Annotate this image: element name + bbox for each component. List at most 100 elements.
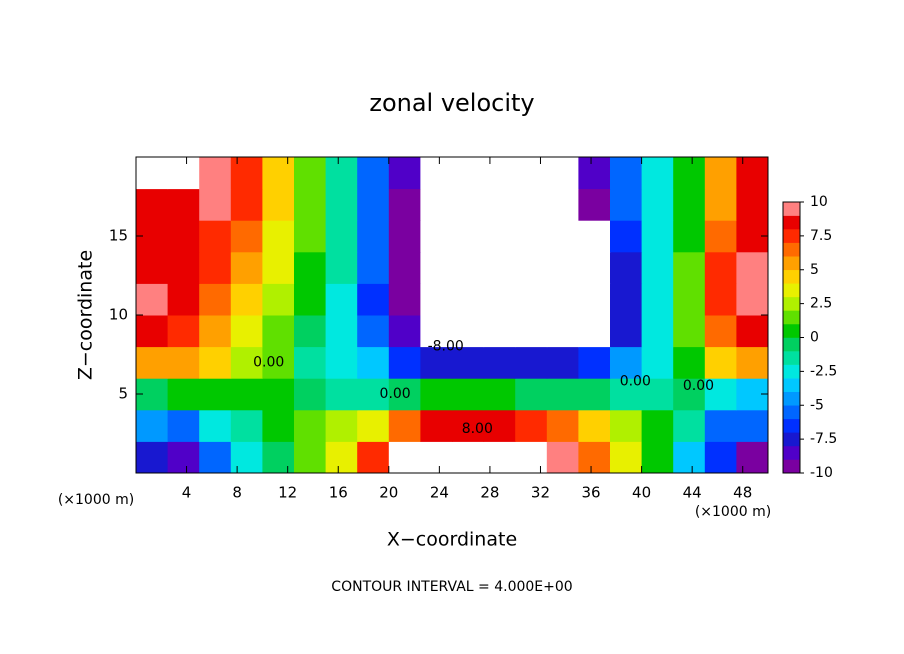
cell (673, 409, 706, 442)
cell (610, 220, 643, 253)
cell (515, 315, 548, 348)
cell (167, 315, 200, 348)
cell (610, 378, 643, 411)
colorbar-tick-label: -5 (810, 397, 824, 413)
colorbar-band (783, 283, 800, 298)
cell (452, 346, 485, 379)
cell (388, 378, 421, 411)
colorbar-tick-label: 10 (810, 194, 828, 210)
cell (452, 315, 485, 348)
cell (546, 409, 579, 442)
cell (294, 220, 327, 253)
cell (515, 251, 548, 284)
cell (325, 251, 358, 284)
cell (704, 188, 737, 221)
cell (262, 283, 295, 316)
cell (262, 346, 295, 379)
contour-label: -8.00 (428, 339, 464, 355)
cell (388, 346, 421, 379)
cell (483, 315, 516, 348)
cell (704, 315, 737, 348)
contour-label: 8.00 (462, 421, 493, 437)
cell (515, 188, 548, 221)
colorbar-band (783, 459, 800, 474)
cell (136, 441, 169, 474)
cell (357, 251, 390, 284)
cell (262, 220, 295, 253)
cell (294, 188, 327, 221)
cell (546, 315, 579, 348)
cell (673, 441, 706, 474)
x-unit-label: (×1000 m) (58, 492, 134, 508)
cell (325, 346, 358, 379)
cell (294, 346, 327, 379)
cell (167, 220, 200, 253)
x-tick-label: 32 (531, 484, 550, 502)
cell (388, 409, 421, 442)
cell (673, 251, 706, 284)
cell (483, 409, 516, 442)
cell (230, 157, 263, 190)
cell (388, 188, 421, 221)
cell (294, 251, 327, 284)
cell (641, 220, 674, 253)
cell (388, 220, 421, 253)
colorbar-band (783, 215, 800, 230)
cell (167, 346, 200, 379)
colorbar-band (783, 296, 800, 311)
cell (325, 220, 358, 253)
colorbar-tick-label: 0 (810, 330, 819, 346)
y-axis-label: Z−coordinate (75, 250, 97, 380)
cell (420, 157, 453, 190)
cell (357, 283, 390, 316)
colorbar-tick-label: 5 (810, 262, 819, 278)
cell (578, 409, 611, 442)
cell (736, 441, 769, 474)
cell (388, 283, 421, 316)
cell (546, 157, 579, 190)
cell (546, 188, 579, 221)
x-tick-label: 24 (430, 484, 449, 502)
cell (673, 157, 706, 190)
cell (704, 283, 737, 316)
cell (136, 346, 169, 379)
cell (578, 315, 611, 348)
cell (388, 315, 421, 348)
cell (294, 409, 327, 442)
cell (230, 251, 263, 284)
colorbar-band (783, 418, 800, 433)
cell (673, 283, 706, 316)
cell (515, 409, 548, 442)
x-tick-label: 4 (182, 484, 192, 502)
colorbar-band (783, 323, 800, 338)
y-tick-label: 5 (118, 385, 128, 403)
cell (388, 251, 421, 284)
cell (452, 441, 485, 474)
cell (294, 441, 327, 474)
cell (483, 283, 516, 316)
cell (704, 378, 737, 411)
colorbar-band (783, 256, 800, 271)
cell (452, 378, 485, 411)
cell (388, 441, 421, 474)
cell (230, 409, 263, 442)
colorbar-band (783, 445, 800, 460)
cell (452, 157, 485, 190)
cell (262, 157, 295, 190)
colorbar-band (783, 378, 800, 392)
colorbar-tick-label: 7.5 (810, 228, 832, 244)
cell (641, 378, 674, 411)
cell (136, 251, 169, 284)
cell (610, 157, 643, 190)
cell (325, 409, 358, 442)
cell (610, 251, 643, 284)
cell (325, 157, 358, 190)
cell (673, 315, 706, 348)
cell (641, 441, 674, 474)
cell (515, 346, 548, 379)
x-tick-label: 48 (733, 484, 752, 502)
cell (515, 157, 548, 190)
cell (294, 378, 327, 411)
cell (262, 251, 295, 284)
cell (578, 441, 611, 474)
